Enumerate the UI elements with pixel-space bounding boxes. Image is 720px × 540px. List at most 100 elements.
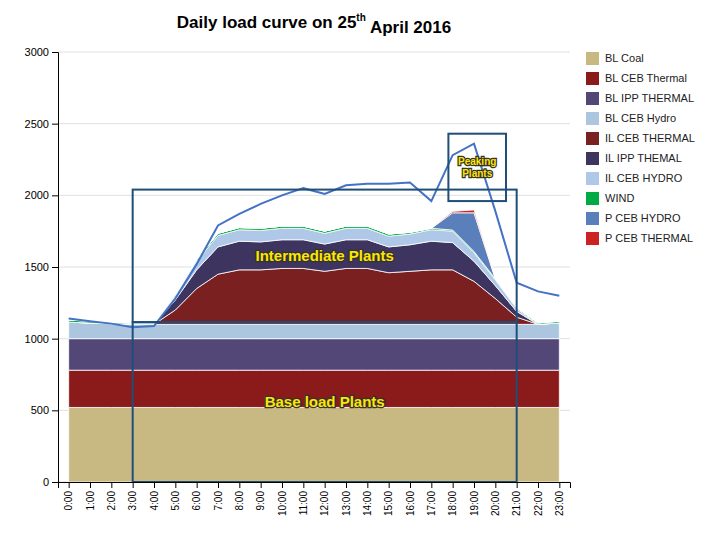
tick-label: 10:00 bbox=[277, 491, 288, 516]
area bbox=[69, 407, 560, 482]
tick-mark bbox=[197, 482, 198, 488]
tick-label: 4:00 bbox=[149, 491, 160, 511]
tick: 0:00 bbox=[63, 482, 74, 510]
tick-mark bbox=[69, 482, 70, 488]
legend-swatch bbox=[586, 212, 599, 225]
tick-mark bbox=[261, 482, 262, 488]
tick: 10:00 bbox=[277, 482, 288, 516]
tick: 2000 bbox=[25, 189, 58, 201]
legend-label: BL CEB Thermal bbox=[605, 72, 687, 84]
tick-label: 23:00 bbox=[554, 491, 565, 516]
tick-mark bbox=[325, 482, 326, 488]
tick: 14:00 bbox=[362, 482, 373, 516]
grid-line bbox=[58, 123, 570, 124]
tick: 4:00 bbox=[149, 482, 160, 510]
tick-label: 0:00 bbox=[63, 491, 74, 511]
tick-mark bbox=[517, 482, 518, 488]
x-axis: 0:001:002:003:004:005:006:007:008:009:00… bbox=[59, 482, 571, 516]
tick: 21:00 bbox=[511, 482, 522, 516]
annotations: Base load PlantsIntermediate PlantsPeaki… bbox=[255, 156, 496, 410]
area bbox=[69, 339, 560, 371]
legend-swatch bbox=[586, 52, 599, 65]
legend-item: P CEB THERMAL bbox=[586, 232, 693, 245]
annotation-box bbox=[133, 190, 517, 323]
tick-label: 5:00 bbox=[170, 491, 181, 511]
grid bbox=[58, 52, 570, 482]
tick: 3:00 bbox=[127, 482, 138, 510]
legend-label: IL IPP THEMAL bbox=[605, 152, 682, 164]
tick: 5:00 bbox=[170, 482, 181, 510]
tick-label: 22:00 bbox=[533, 491, 544, 516]
tick-mark bbox=[453, 482, 454, 488]
tick-mark bbox=[175, 482, 176, 488]
tick: 500 bbox=[31, 404, 58, 416]
tick: 1000 bbox=[25, 333, 58, 345]
tick: 16:00 bbox=[405, 482, 416, 516]
axis-line bbox=[52, 53, 59, 483]
tick-mark bbox=[52, 195, 58, 196]
tick-label: 1:00 bbox=[85, 491, 96, 511]
legend-label: WIND bbox=[605, 192, 634, 204]
legend-label: P CEB HYDRO bbox=[605, 212, 681, 224]
y-axis: 050010001500200025003000 bbox=[25, 46, 59, 488]
tick-mark bbox=[431, 482, 432, 488]
title-part: Daily load curve on 25 bbox=[177, 13, 357, 32]
tick-label: 16:00 bbox=[405, 491, 416, 516]
legend-label: P CEB THERMAL bbox=[605, 232, 693, 244]
tick: 20:00 bbox=[490, 482, 501, 516]
tick-mark bbox=[367, 482, 368, 488]
tick: 22:00 bbox=[533, 482, 544, 516]
tick-label: 17:00 bbox=[426, 491, 437, 516]
tick-mark bbox=[52, 339, 58, 340]
tick-label: 12:00 bbox=[319, 491, 330, 516]
tick-label: 1500 bbox=[25, 261, 49, 273]
tick-mark bbox=[389, 482, 390, 488]
tick-label: 1000 bbox=[25, 333, 49, 345]
tick-label: 20:00 bbox=[490, 491, 501, 516]
legend-swatch bbox=[586, 192, 599, 205]
legend-label: BL IPP THERMAL bbox=[605, 92, 694, 104]
tick: 15:00 bbox=[383, 482, 394, 516]
tick-mark bbox=[154, 482, 155, 488]
legend-label: BL Coal bbox=[605, 52, 644, 64]
tick-label: 15:00 bbox=[383, 491, 394, 516]
legend: BL Coal BL CEB Thermal BL IPP THERMAL BL CE… bbox=[586, 52, 695, 245]
tick-mark bbox=[52, 410, 58, 411]
tick: 3000 bbox=[25, 46, 58, 58]
legend-swatch bbox=[586, 172, 599, 185]
tick: 9:00 bbox=[255, 482, 266, 510]
legend-item: P CEB HYDRO bbox=[586, 212, 681, 225]
tick-mark bbox=[495, 482, 496, 488]
tick: 11:00 bbox=[298, 482, 309, 515]
tick-mark bbox=[346, 482, 347, 488]
tick: 8:00 bbox=[234, 482, 245, 510]
axis-line bbox=[59, 483, 571, 489]
tick-label: 9:00 bbox=[255, 491, 266, 511]
tick-mark bbox=[474, 482, 475, 488]
tick-label: 11:00 bbox=[298, 491, 309, 516]
annotation-box bbox=[133, 322, 517, 482]
legend-swatch bbox=[586, 72, 599, 85]
legend-swatch bbox=[586, 132, 599, 145]
tick: 7:00 bbox=[213, 482, 224, 510]
tick-label: 21:00 bbox=[511, 491, 522, 516]
plot: 0500100015002000250030000:001:002:003:00… bbox=[25, 46, 571, 516]
tick-label: 18:00 bbox=[447, 491, 458, 516]
tick-mark bbox=[52, 124, 58, 125]
tick: 19:00 bbox=[469, 482, 480, 516]
area bbox=[69, 226, 560, 324]
marks bbox=[69, 134, 560, 482]
legend-item: IL CEB THERMAL bbox=[586, 132, 695, 145]
legend-item: BL Coal bbox=[586, 52, 644, 65]
annotation-line: Base load Plants bbox=[265, 393, 385, 410]
legend-item: BL CEB Hydro bbox=[586, 112, 676, 125]
title-part: th bbox=[356, 12, 365, 23]
tick-label: 19:00 bbox=[469, 491, 480, 516]
legend-item: BL CEB Thermal bbox=[586, 72, 687, 85]
tick: 1500 bbox=[25, 261, 58, 273]
tick: 1:00 bbox=[85, 482, 96, 510]
tick: 17:00 bbox=[426, 482, 437, 516]
tick-mark bbox=[538, 482, 539, 488]
legend-swatch bbox=[586, 112, 599, 125]
tick-mark bbox=[239, 482, 240, 488]
